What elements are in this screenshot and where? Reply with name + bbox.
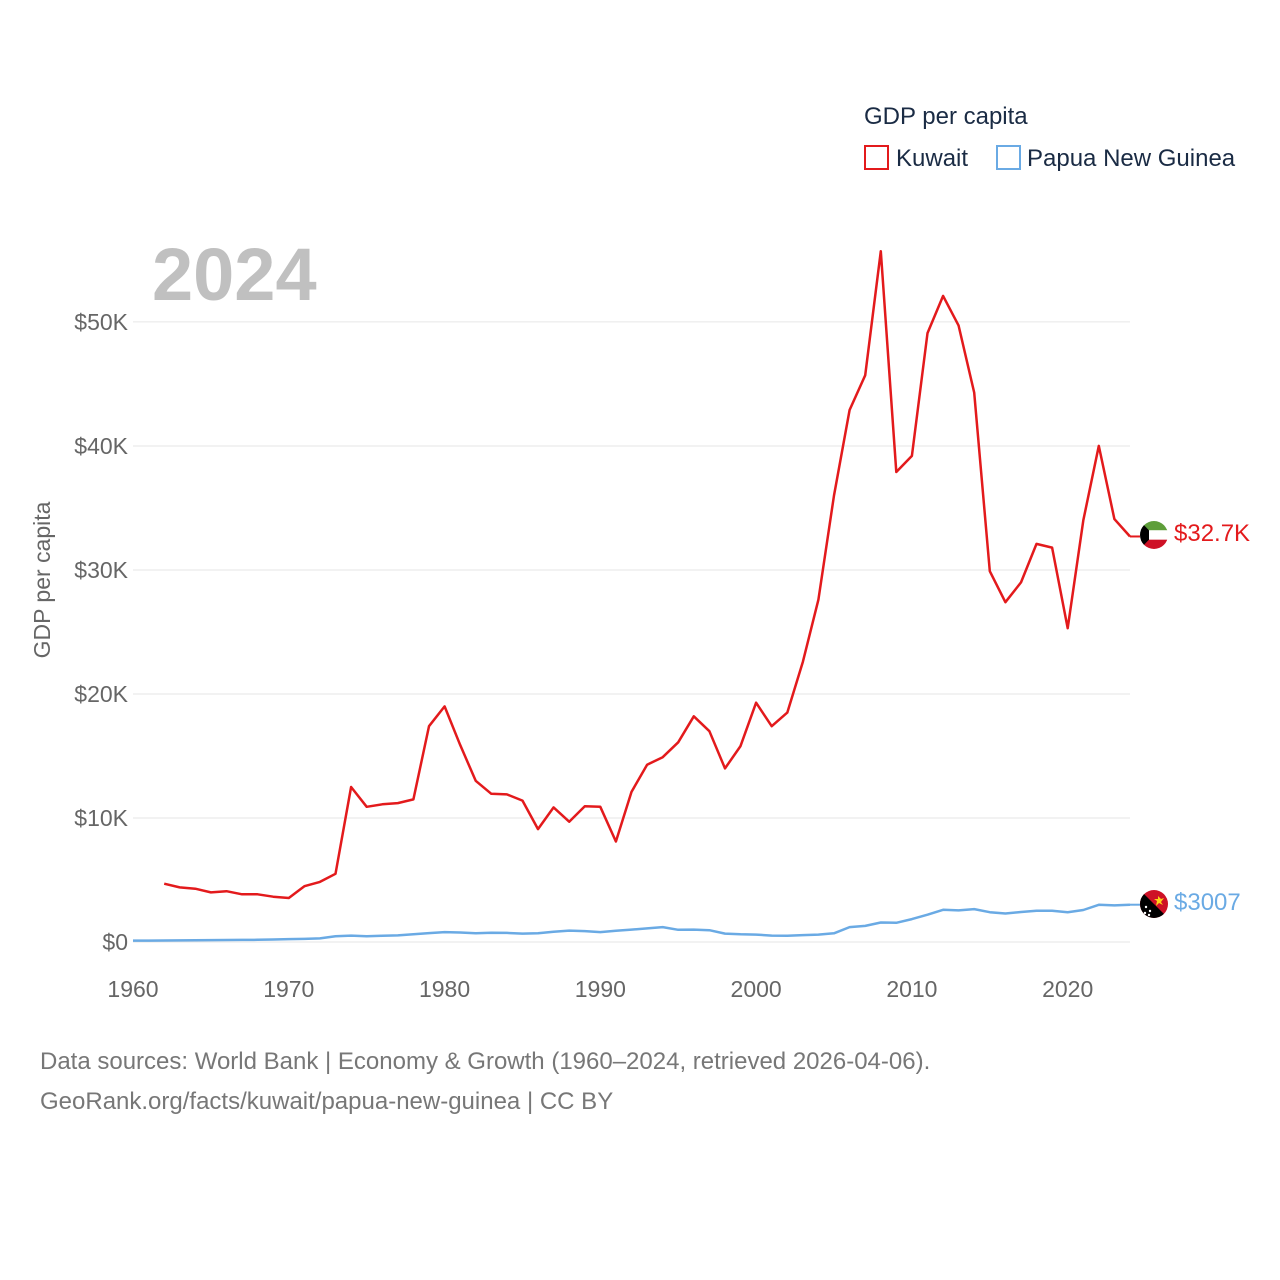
x-tick-label: 1970	[263, 976, 314, 1002]
series-lines	[133, 249, 1140, 942]
legend-swatch-papua-new-guinea[interactable]	[996, 145, 1021, 170]
kuwait-end-value-label: $32.7K	[1174, 520, 1250, 547]
x-tick-label: 2010	[886, 976, 937, 1002]
y-tick-label: $0	[102, 929, 128, 955]
series-line-kuwait[interactable]	[163, 249, 1131, 900]
legend: GDP per capita Kuwait Papua New Guinea	[864, 103, 1236, 172]
papua-new-guinea-end-value-label: $3007	[1174, 889, 1241, 916]
y-axis-title: GDP per capita	[29, 501, 55, 658]
x-tick-label: 1990	[575, 976, 626, 1002]
papua-new-guinea-flag-icon	[1140, 890, 1168, 918]
gdp-line-chart: GDP per capita Kuwait Papua New Guinea 2…	[29, 103, 1250, 1002]
legend-label-papua-new-guinea[interactable]: Papua New Guinea	[1027, 145, 1236, 172]
y-tick-label: $50K	[74, 309, 128, 335]
x-tick-label: 1980	[419, 976, 470, 1002]
y-tick-label: $40K	[74, 433, 128, 459]
legend-label-kuwait[interactable]: Kuwait	[896, 145, 968, 172]
legend-title: GDP per capita	[864, 103, 1028, 130]
x-axis-ticks: 1960 1970 1980 1990 2000 2010 2020	[107, 976, 1093, 1002]
y-axis-ticks: $0 $10K $20K $30K $40K $50K	[74, 309, 128, 955]
data-sources-text: Data sources: World Bank | Economy & Gro…	[40, 1048, 931, 1075]
kuwait-flag-icon	[1140, 521, 1168, 549]
year-label: 2024	[152, 233, 317, 316]
x-tick-label: 2020	[1042, 976, 1093, 1002]
y-tick-label: $20K	[74, 681, 128, 707]
x-tick-label: 2000	[731, 976, 782, 1002]
y-tick-label: $10K	[74, 805, 128, 831]
x-tick-label: 1960	[107, 976, 158, 1002]
footer: Data sources: World Bank | Economy & Gro…	[40, 1042, 930, 1122]
series-line-papua-new-guinea[interactable]	[133, 903, 1131, 942]
y-tick-label: $30K	[74, 557, 128, 583]
legend-swatch-kuwait[interactable]	[864, 145, 889, 170]
source-link[interactable]: GeoRank.org/facts/kuwait/papua-new-guine…	[40, 1088, 614, 1115]
gridlines	[133, 321, 1130, 943]
